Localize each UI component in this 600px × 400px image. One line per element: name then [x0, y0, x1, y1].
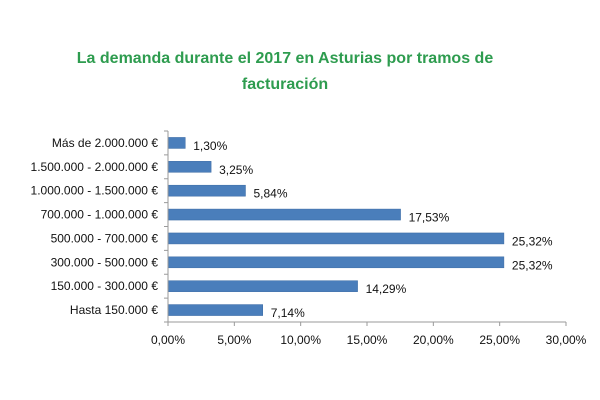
- bar: [167, 304, 263, 316]
- x-tick-label: 5,00%: [217, 333, 251, 347]
- data-label: 3,25%: [219, 163, 253, 177]
- bar: [167, 256, 505, 269]
- data-label: 5,84%: [253, 187, 287, 201]
- labels-layer: 0,00% 5,00% 10,00% 15,00% 20,00% 25,00% 30,00%…: [31, 136, 587, 347]
- bar: [167, 232, 505, 245]
- y-category-label: 300.000 - 500.000 €: [51, 255, 159, 269]
- bar: [167, 208, 401, 221]
- axis-layer: [164, 130, 567, 326]
- x-tick-label: 15,00%: [347, 333, 388, 347]
- bar: [167, 184, 246, 197]
- x-tick-label: 10,00%: [280, 333, 321, 347]
- data-label: 25,32%: [512, 234, 553, 248]
- y-category-label: 500.000 - 700.000 €: [51, 231, 159, 245]
- x-tick-label: 20,00%: [413, 333, 454, 347]
- data-label: 14,29%: [366, 282, 407, 296]
- y-category-label: Más de 2.000.000 €: [52, 136, 158, 150]
- y-category-label: Hasta 150.000 €: [70, 303, 158, 317]
- bar: [167, 161, 212, 173]
- data-label: 1,30%: [193, 139, 227, 153]
- chart-title: La demanda durante el 2017 en Asturias p…: [76, 50, 494, 93]
- data-label: 25,32%: [512, 258, 553, 272]
- bar: [167, 280, 358, 292]
- x-tick-label: 30,00%: [546, 333, 587, 347]
- data-label: 7,14%: [271, 306, 305, 320]
- x-tick-label: 25,00%: [479, 333, 520, 347]
- y-category-label: 150.000 - 300.000 €: [51, 279, 159, 293]
- data-label: 17,53%: [409, 211, 450, 225]
- y-category-label: 1.000.000 - 1.500.000 €: [31, 184, 159, 198]
- bar: [167, 137, 186, 149]
- y-category-label: 700.000 - 1.000.000 €: [41, 208, 159, 222]
- y-category-label: 1.500.000 - 2.000.000 €: [31, 160, 159, 174]
- x-tick-label: 0,00%: [151, 333, 185, 347]
